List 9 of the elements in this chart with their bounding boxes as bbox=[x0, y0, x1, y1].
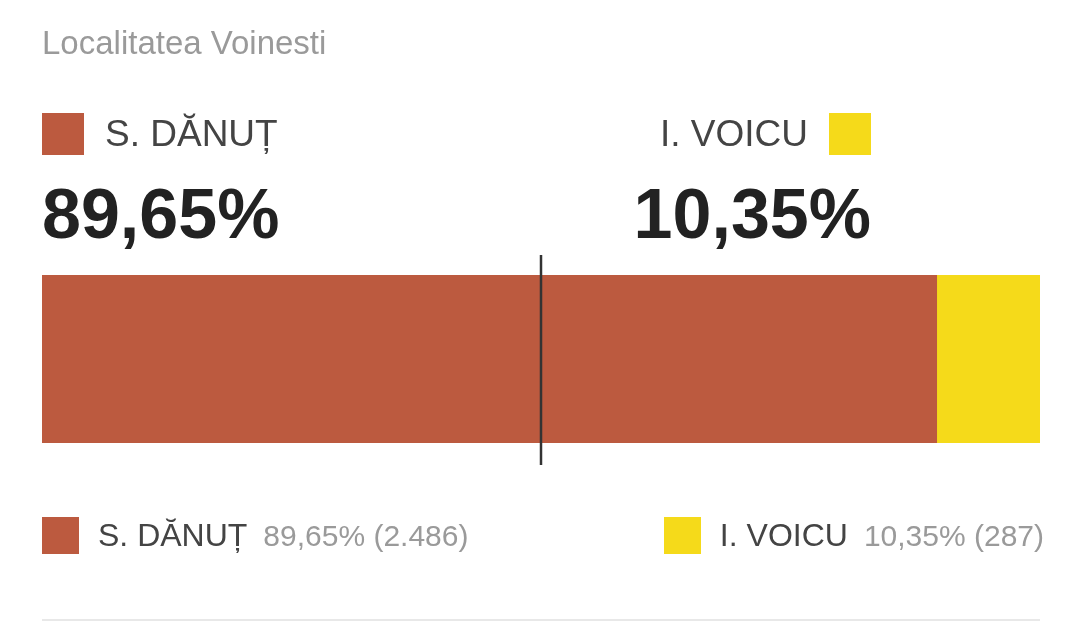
data-label: 89,65% bbox=[42, 175, 280, 253]
data-label: 10,35% bbox=[633, 175, 871, 253]
chart-title: Localitatea Voinesti bbox=[42, 24, 327, 62]
text: S. DĂNUȚ bbox=[105, 113, 278, 154]
legend-label: I. VOICU bbox=[719, 517, 848, 554]
text: 89,65% (2.486) bbox=[263, 518, 469, 553]
text: 10,35% (287) bbox=[863, 518, 1044, 553]
legend-label: S. DĂNUȚ bbox=[98, 517, 248, 554]
text: I. VOICU bbox=[659, 113, 808, 154]
